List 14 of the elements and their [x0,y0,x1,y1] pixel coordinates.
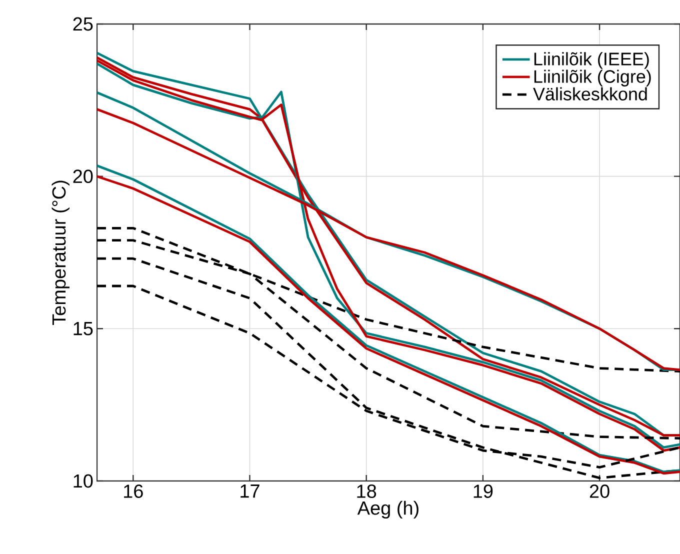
x-tick-label: 20 [590,484,610,498]
legend-label: Väliskeskkond [533,87,647,100]
legend-label: Liinilõik (Cigre) [534,70,651,86]
y-tick-label: 15 [74,322,93,336]
x-tick-label: 17 [240,484,260,498]
legend-label: Liinilõik (IEEE) [534,52,649,69]
y-tick-label: 25 [73,17,93,31]
y-axis-title: Temperatuur (°C) [52,180,70,326]
x-tick-label: 19 [474,484,493,498]
x-axis-title: Aeg (h) [357,500,418,519]
x-tick-label: 18 [357,484,376,498]
y-tick-label: 20 [73,170,93,184]
x-tick-label: 16 [124,484,143,498]
y-tick-label: 10 [74,474,93,488]
